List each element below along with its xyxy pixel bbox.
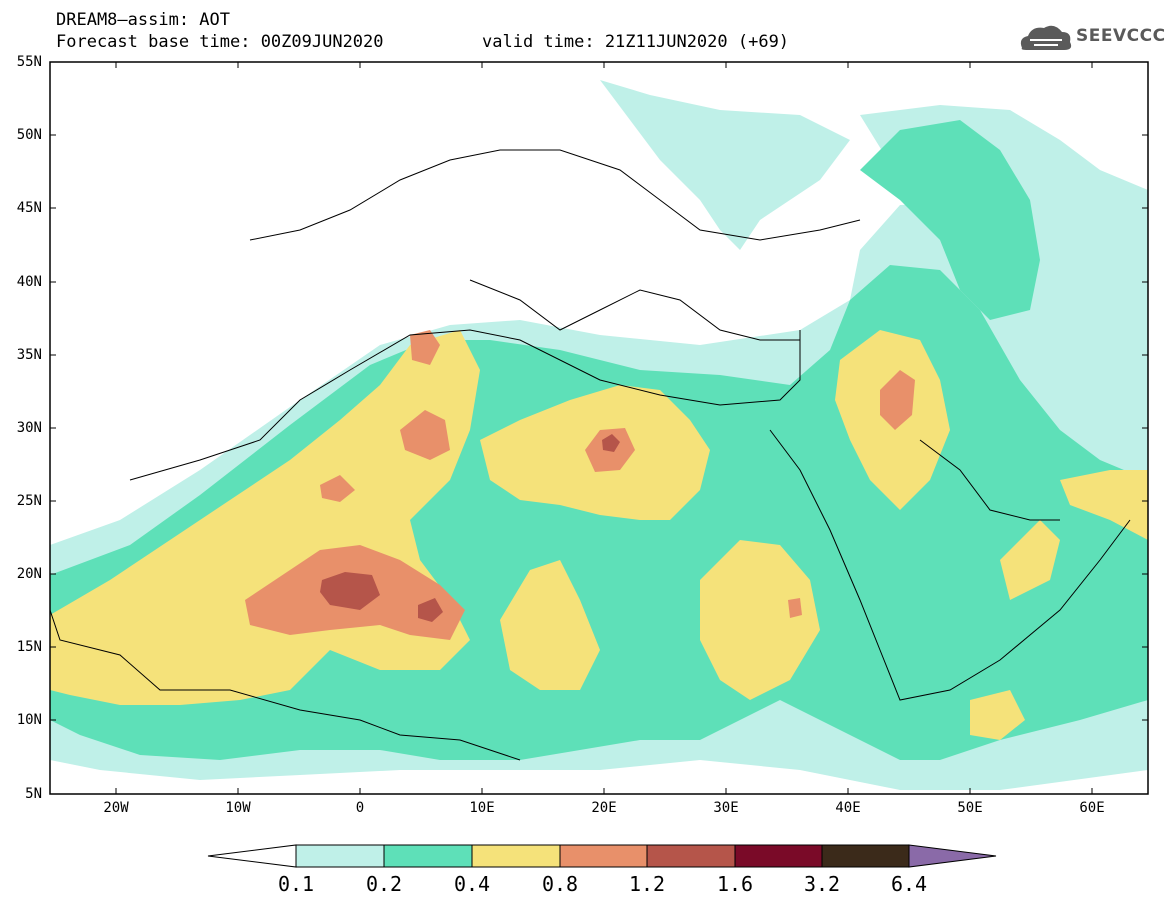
colorbar-swatch-7 [821, 844, 910, 868]
aot-band-1.2-niger [418, 598, 443, 622]
lat-label: 55N [16, 54, 42, 70]
aot-band-1.2-mali [320, 572, 380, 610]
colorbar-label: 1.2 [628, 872, 666, 896]
lat-label: 5N [25, 786, 42, 802]
lat-label: 25N [16, 493, 42, 509]
lat-label: 35N [16, 347, 42, 363]
colorbar-swatch-4 [559, 844, 648, 868]
aot-band-0.4-sahel [500, 560, 600, 690]
lat-label: 30N [16, 420, 42, 436]
colorbar-label: 0.2 [365, 872, 403, 896]
colorbar-swatch-2 [383, 844, 473, 868]
aot-band-0.8-algeria2 [410, 330, 440, 365]
valid-time: valid time: 21Z11JUN2020 (+69) [482, 32, 790, 52]
colorbar-swatch-5 [646, 844, 736, 868]
aot-band-0.4-aden [970, 690, 1025, 740]
lon-label: 30E [713, 800, 739, 816]
aot-band-0.8-iraq [880, 370, 915, 430]
aot-band-0.8-algeria1 [400, 410, 450, 460]
lat-label: 50N [16, 127, 42, 143]
colorbar-label: 6.4 [890, 872, 928, 896]
lon-label: 10W [225, 800, 251, 816]
lon-label: 60E [1079, 800, 1105, 816]
lon-label: 0 [355, 800, 365, 816]
ticks [50, 61, 1148, 794]
seevccc-logo-icon [1020, 25, 1072, 50]
lon-label: 20W [103, 800, 129, 816]
aot-band-0.4-gulf [1060, 470, 1148, 540]
lat-label: 20N [16, 566, 42, 582]
lon-label: 20E [591, 800, 617, 816]
colorbar-swatch-6 [734, 844, 823, 868]
aot-band-0.8-algeria3 [320, 475, 355, 502]
colorbar-label: 0.1 [277, 872, 315, 896]
aot-band-0.4-arabia [1000, 520, 1060, 600]
colorbar-swatch-3 [471, 844, 561, 868]
lon-label: 10E [469, 800, 495, 816]
colorbar [207, 844, 997, 868]
base-time: Forecast base time: 00Z09JUN2020 [56, 32, 384, 52]
lat-label: 15N [16, 639, 42, 655]
logo-text: SEEVCCC [1076, 26, 1165, 46]
coastlines [50, 149, 1131, 761]
colorbar-label: 0.4 [453, 872, 491, 896]
aot-band-0.2-caspian [860, 120, 1040, 320]
colorbar-label: 1.6 [716, 872, 754, 896]
chart-title: DREAM8–assim: AOT [56, 10, 230, 30]
aot-band-0.8-sudan [788, 598, 802, 618]
aot-band-0.1-north [600, 80, 850, 250]
aot-band-0.4-sudan [700, 540, 820, 700]
aot-band-1.2-libya [602, 434, 620, 452]
colorbar-label: 3.2 [803, 872, 841, 896]
lon-label: 40E [835, 800, 861, 816]
colorbar-swatch-1 [295, 844, 385, 868]
lat-label: 10N [16, 712, 42, 728]
lat-label: 45N [16, 200, 42, 216]
colorbar-under-triangle [207, 844, 297, 868]
colorbar-label: 0.8 [541, 872, 579, 896]
colorbar-over-triangle [908, 844, 997, 868]
lon-label: 50E [957, 800, 983, 816]
lat-label: 40N [16, 274, 42, 290]
